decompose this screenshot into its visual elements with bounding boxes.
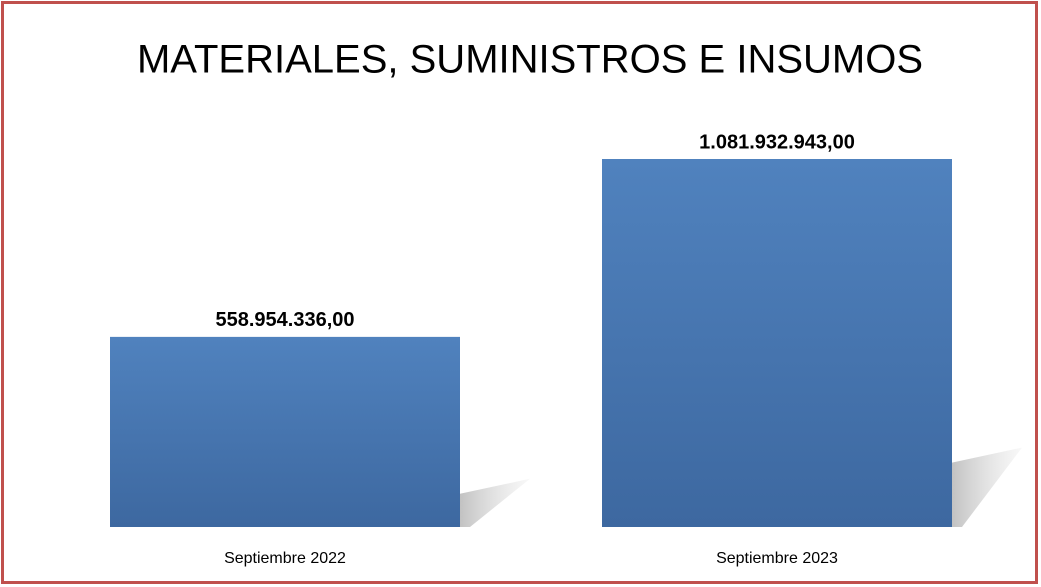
x-tick-label: Septiembre 2022	[224, 550, 346, 567]
bar-shadow	[952, 447, 1022, 527]
bar	[602, 159, 952, 527]
bar	[110, 336, 460, 527]
x-tick-label: Septiembre 2023	[716, 550, 838, 567]
bar-shadow	[460, 478, 530, 527]
data-label: 1.081.932.943,00	[699, 131, 855, 153]
data-label: 558.954.336,00	[215, 309, 354, 331]
chart-title: MATERIALES, SUMINISTROS E INSUMOS	[137, 38, 923, 82]
